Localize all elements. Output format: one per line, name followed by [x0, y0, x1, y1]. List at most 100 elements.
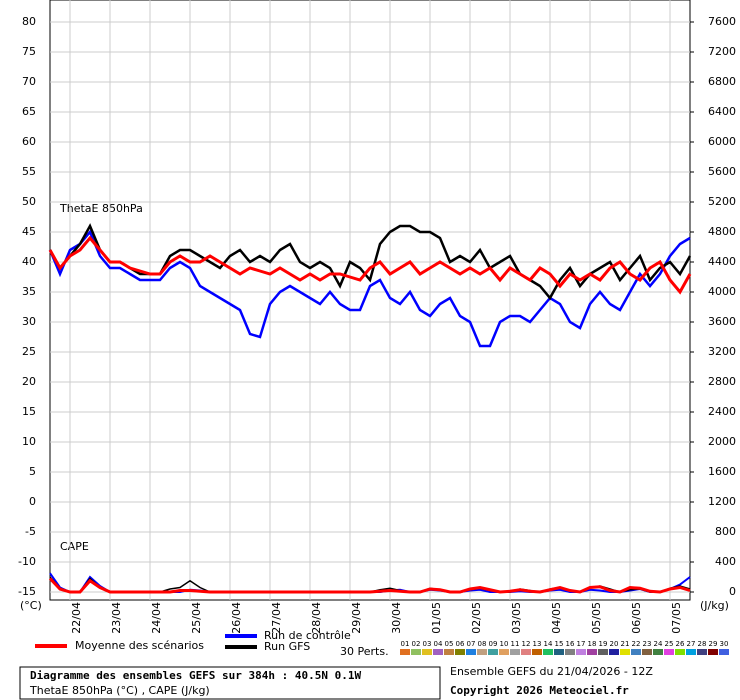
- pert-label: 05: [445, 640, 454, 648]
- footer-subtitle: ThetaE 850hPa (°C) , CAPE (J/kg): [29, 684, 210, 697]
- pert-swatch: [664, 649, 674, 655]
- pert-swatch: [576, 649, 586, 655]
- pert-label: 20: [610, 640, 619, 648]
- pert-label: 19: [599, 640, 608, 648]
- pert-swatch: [653, 649, 663, 655]
- pert-swatch: [587, 649, 597, 655]
- x-tick-label: 30/04: [390, 602, 403, 634]
- pert-swatch: [455, 649, 465, 655]
- y-tick-label: 25: [22, 345, 36, 358]
- y-tick-label: 55: [22, 165, 36, 178]
- pert-swatch: [598, 649, 608, 655]
- y-unit: (°C): [20, 599, 42, 612]
- y2-tick-label: 1200: [708, 495, 736, 508]
- pert-swatch: [708, 649, 718, 655]
- y-tick-label: 60: [22, 135, 36, 148]
- footer-box: [19, 666, 441, 700]
- pert-swatch: [477, 649, 487, 655]
- y-tick-label: 75: [22, 45, 36, 58]
- y-tick-label: 45: [22, 225, 36, 238]
- theta-label: ThetaE 850hPa: [59, 202, 143, 215]
- pert-swatch: [642, 649, 652, 655]
- pert-label: 04: [434, 640, 443, 648]
- y-tick-label: 5: [29, 465, 36, 478]
- pert-label: 29: [709, 640, 718, 648]
- y2-tick-label: 2800: [708, 375, 736, 388]
- pert-label: 17: [577, 640, 586, 648]
- legend-label: Moyenne des scénarios: [75, 639, 204, 652]
- legend-label: Run de contrôle: [264, 629, 351, 642]
- x-tick-label: 29/04: [350, 602, 363, 634]
- y-tick-label: 35: [22, 285, 36, 298]
- pert-label: 16: [566, 640, 575, 648]
- x-tick-label: 04/05: [550, 602, 563, 634]
- pert-label: 23: [643, 640, 652, 648]
- series-line: [48, 577, 691, 594]
- pert-swatch: [422, 649, 432, 655]
- y2-tick-label: 800: [715, 525, 736, 538]
- pert-label: 21: [621, 640, 630, 648]
- y2-unit: (J/kg): [700, 599, 729, 612]
- run-info: Ensemble GEFS du 21/04/2026 - 12Z: [450, 665, 653, 678]
- x-tick-label: 06/05: [630, 602, 643, 634]
- pert-label: 22: [632, 640, 641, 648]
- series-line: [48, 229, 691, 348]
- pert-label: 12: [522, 640, 531, 648]
- y2-tick-label: 6800: [708, 75, 736, 88]
- pert-label: 07: [467, 640, 476, 648]
- pert-swatch: [565, 649, 575, 655]
- pert-label: 01: [401, 640, 410, 648]
- y-tick-label: 30: [22, 315, 36, 328]
- pert-swatch: [686, 649, 696, 655]
- x-tick-label: 22/04: [70, 602, 83, 634]
- y2-tick-label: 2400: [708, 405, 736, 418]
- footer-title: Diagramme des ensembles GEFS sur 384h : …: [30, 669, 362, 682]
- pert-label: 06: [456, 640, 465, 648]
- y2-tick-label: 5200: [708, 195, 736, 208]
- y-tick-label: 70: [22, 75, 36, 88]
- x-tick-label: 02/05: [470, 602, 483, 634]
- pert-swatch: [488, 649, 498, 655]
- perts-label: 30 Perts.: [340, 645, 389, 658]
- pert-label: 15: [555, 640, 564, 648]
- series-line: [48, 235, 692, 295]
- y2-tick-label: 7600: [708, 15, 736, 28]
- pert-swatch: [400, 649, 410, 655]
- pert-swatch: [444, 649, 454, 655]
- y-tick-label: -15: [18, 585, 36, 598]
- x-tick-label: 28/04: [310, 602, 323, 634]
- y2-tick-label: 1600: [708, 465, 736, 478]
- pert-swatch: [521, 649, 531, 655]
- y-tick-label: 0: [29, 495, 36, 508]
- y2-tick-label: 4800: [708, 225, 736, 238]
- y-tick-label: 65: [22, 105, 36, 118]
- pert-swatch: [411, 649, 421, 655]
- pert-swatch: [543, 649, 553, 655]
- y2-tick-label: 400: [715, 555, 736, 568]
- y-tick-label: 15: [22, 405, 36, 418]
- y2-tick-label: 2000: [708, 435, 736, 448]
- y2-tick-label: 0: [729, 585, 736, 598]
- pert-swatch: [620, 649, 630, 655]
- copyright: Copyright 2026 Meteociel.fr: [450, 684, 629, 697]
- y-tick-label: -5: [25, 525, 36, 538]
- pert-swatch: [554, 649, 564, 655]
- x-tick-label: 07/05: [670, 602, 683, 634]
- pert-swatch: [532, 649, 542, 655]
- pert-label: 27: [687, 640, 696, 648]
- y2-tick-label: 6400: [708, 105, 736, 118]
- pert-swatch: [510, 649, 520, 655]
- y-tick-label: 20: [22, 375, 36, 388]
- pert-label: 03: [423, 640, 432, 648]
- x-tick-label: 01/05: [430, 602, 443, 634]
- pert-label: 10: [500, 640, 509, 648]
- y2-tick-label: 4400: [708, 255, 736, 268]
- pert-swatch: [609, 649, 619, 655]
- x-tick-label: 26/04: [230, 602, 243, 634]
- x-tick-label: 27/04: [270, 602, 283, 634]
- pert-swatch: [433, 649, 443, 655]
- x-tick-label: 05/05: [590, 602, 603, 634]
- y2-tick-label: 3600: [708, 315, 736, 328]
- pert-label: 18: [588, 640, 597, 648]
